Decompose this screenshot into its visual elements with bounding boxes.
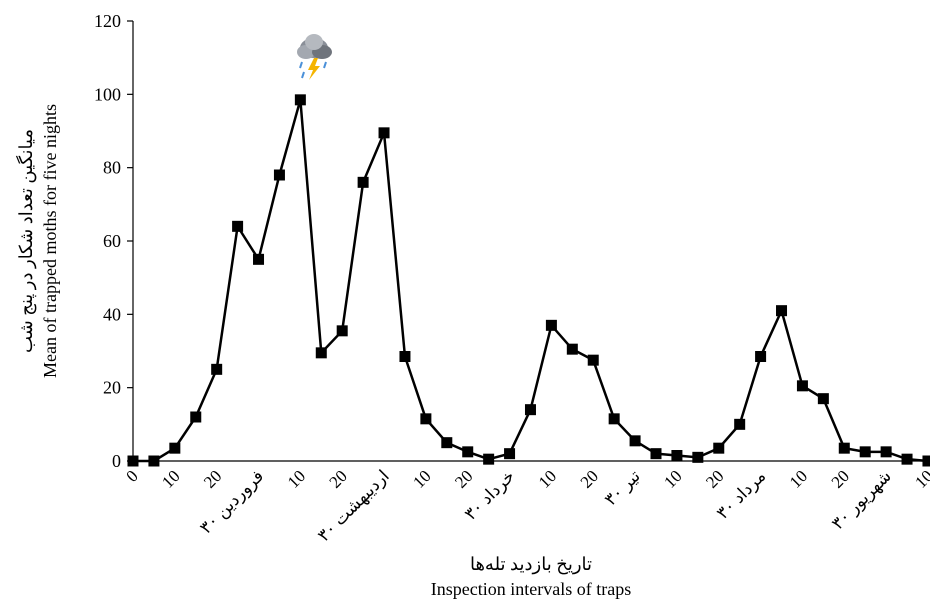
x-tick-label: 20 <box>326 466 351 491</box>
x-tick-label: 10 <box>660 466 685 491</box>
point-marker <box>524 404 536 416</box>
point-marker <box>545 319 557 331</box>
point-marker <box>796 380 808 392</box>
point-marker <box>357 176 369 188</box>
point-marker <box>755 351 767 362</box>
x-tick-label: 20 <box>451 466 476 491</box>
point-marker <box>734 418 746 430</box>
point-marker <box>420 413 432 425</box>
y-tick-label: 80 <box>103 158 121 178</box>
point-marker <box>148 455 160 467</box>
point-marker <box>671 450 683 461</box>
point-marker <box>190 411 202 423</box>
point-marker <box>650 448 662 460</box>
weather-icon <box>297 34 332 80</box>
point-marker <box>462 446 474 458</box>
point-marker <box>127 455 139 467</box>
point-marker <box>566 343 578 355</box>
x-axis-label: تاریخ بازدید تله‌ها <box>470 554 592 575</box>
point-marker <box>232 220 244 232</box>
point-marker <box>817 393 829 405</box>
point-marker <box>441 437 453 449</box>
x-tick-label: ۳۰ تیر <box>601 466 645 510</box>
point-marker <box>483 453 495 465</box>
x-tick-label: 10 <box>284 466 309 491</box>
point-marker <box>838 442 850 454</box>
point-marker <box>211 363 223 375</box>
x-tick-label: 10 <box>535 466 560 491</box>
x-tick-label: 20 <box>702 466 727 491</box>
point-marker <box>901 453 913 465</box>
x-tick-label: 10 <box>911 466 930 491</box>
y-tick-label: 60 <box>103 231 121 251</box>
point-marker <box>713 442 725 454</box>
point-marker <box>922 455 930 467</box>
x-tick-label: 0 <box>122 466 141 485</box>
point-marker <box>608 413 620 425</box>
y-axis-label: میانگین تعداد شکار در پنج شب <box>15 129 37 353</box>
y-tick-label: 0 <box>112 451 121 471</box>
y-axis-label: Mean of trapped moths for five nights <box>40 104 60 378</box>
point-marker <box>294 94 306 106</box>
point-marker <box>776 305 788 317</box>
point-marker <box>273 169 285 181</box>
point-marker <box>253 253 265 265</box>
point-marker <box>315 347 327 359</box>
x-tick-label: 20 <box>577 466 602 491</box>
x-tick-label: 10 <box>786 466 811 491</box>
point-marker <box>504 448 516 460</box>
point-marker <box>336 325 348 337</box>
point-marker <box>169 442 181 454</box>
y-tick-label: 100 <box>94 84 121 104</box>
point-marker <box>629 435 641 447</box>
point-marker <box>378 127 390 139</box>
y-tick-label: 20 <box>103 378 121 398</box>
point-marker <box>587 354 599 366</box>
point-marker <box>859 446 871 458</box>
y-tick-label: 120 <box>94 11 121 31</box>
x-axis-label: Inspection intervals of traps <box>431 579 631 599</box>
point-marker <box>692 451 704 463</box>
point-marker <box>399 351 411 362</box>
point-marker <box>880 446 892 458</box>
x-tick-label: 20 <box>828 466 853 491</box>
y-tick-label: 40 <box>103 304 121 324</box>
x-tick-label: 20 <box>200 466 225 491</box>
x-tick-label: 10 <box>158 466 183 491</box>
x-tick-label: 10 <box>409 466 434 491</box>
